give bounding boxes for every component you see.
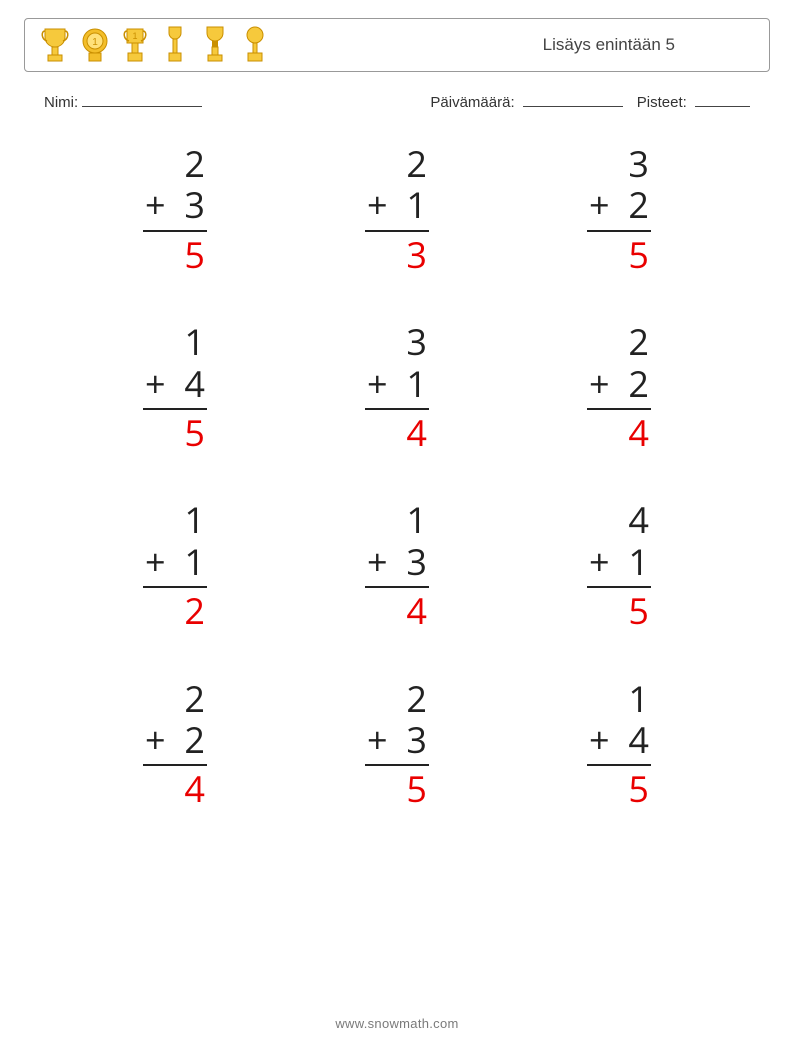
answer: 4	[365, 588, 429, 631]
answer: 4	[143, 766, 207, 809]
name-label: Nimi:	[44, 94, 78, 111]
addend-bottom: 2	[184, 719, 205, 760]
operator: +	[365, 541, 388, 582]
problem-grid: 2+352+133+251+453+142+241+121+344+152+24…	[24, 143, 770, 810]
operator: +	[587, 184, 610, 225]
addend-bottom-line: +1	[365, 184, 429, 225]
addition-problem: 1+12	[64, 499, 286, 631]
operator: +	[587, 719, 610, 760]
addend-bottom: 1	[406, 184, 427, 225]
addition-problem: 1+4 5	[64, 321, 286, 453]
svg-text:1: 1	[132, 31, 137, 41]
date-label: Päivämäärä:	[430, 94, 514, 111]
operator: +	[365, 363, 388, 404]
worksheet-page: 1 1	[0, 0, 794, 1053]
addend-top: 2	[587, 321, 651, 362]
addend-bottom: 2	[628, 363, 649, 404]
answer: 4	[587, 410, 651, 453]
addend-bottom-line: +4	[587, 719, 651, 760]
addition-problem: 2+3 5	[64, 143, 286, 275]
addition-problem: 2+3 5	[286, 678, 508, 810]
operator: +	[143, 541, 166, 582]
addend-top: 3	[365, 321, 429, 362]
answer: 5	[587, 232, 651, 275]
addend-bottom: 3	[406, 719, 427, 760]
addend-bottom-line: +1	[143, 541, 207, 582]
footer-url: www.snowmath.com	[0, 1016, 794, 1031]
addend-bottom: 3	[406, 541, 427, 582]
addend-bottom: 2	[628, 184, 649, 225]
addend-bottom-line: +3	[143, 184, 207, 225]
trophy-icon: 1	[79, 25, 111, 65]
addend-bottom-line: +4	[143, 363, 207, 404]
addend-bottom-line: +1	[365, 363, 429, 404]
operator: +	[143, 184, 166, 225]
addend-top: 2	[365, 678, 429, 719]
answer: 2	[143, 588, 207, 631]
addend-bottom: 3	[184, 184, 205, 225]
operator: +	[587, 363, 610, 404]
answer: 5	[587, 588, 651, 631]
addend-bottom: 1	[406, 363, 427, 404]
addend-bottom-line: +2	[587, 184, 651, 225]
addition-problem: 1+4 5	[508, 678, 730, 810]
trophy-icon	[239, 25, 271, 65]
answer: 3	[365, 232, 429, 275]
score-blank[interactable]	[695, 90, 750, 107]
trophy-icon	[39, 25, 71, 65]
trophy-icon	[159, 25, 191, 65]
answer: 5	[587, 766, 651, 809]
name-blank[interactable]	[82, 90, 202, 107]
trophy-icon	[199, 25, 231, 65]
header-bar: 1 1	[24, 18, 770, 72]
operator: +	[143, 363, 166, 404]
addend-top: 1	[365, 499, 429, 540]
addend-top: 4	[587, 499, 651, 540]
addition-problem: 1+3 4	[286, 499, 508, 631]
worksheet-title: Lisäys enintään 5	[543, 35, 755, 55]
addend-top: 3	[587, 143, 651, 184]
addend-bottom: 4	[184, 363, 205, 404]
score-label: Pisteet:	[637, 94, 687, 111]
addend-top: 1	[587, 678, 651, 719]
addend-bottom-line: +2	[143, 719, 207, 760]
addend-bottom-line: +2	[587, 363, 651, 404]
operator: +	[365, 184, 388, 225]
addend-bottom-line: +3	[365, 719, 429, 760]
addition-problem: 2+24	[508, 321, 730, 453]
addend-top: 2	[365, 143, 429, 184]
answer: 5	[143, 410, 207, 453]
addition-problem: 2+24	[64, 678, 286, 810]
addend-bottom-line: +3	[365, 541, 429, 582]
svg-text:1: 1	[92, 37, 98, 48]
addend-bottom: 4	[628, 719, 649, 760]
meta-line: Nimi: Päivämäärä: Pisteet:	[44, 90, 750, 111]
answer: 5	[143, 232, 207, 275]
addend-top: 1	[143, 499, 207, 540]
addition-problem: 3+1 4	[286, 321, 508, 453]
addend-top: 2	[143, 678, 207, 719]
addend-top: 1	[143, 321, 207, 362]
addition-problem: 3+2 5	[508, 143, 730, 275]
operator: +	[365, 719, 388, 760]
addend-bottom: 1	[628, 541, 649, 582]
addend-bottom: 1	[184, 541, 205, 582]
addition-problem: 2+1 3	[286, 143, 508, 275]
trophy-icon: 1	[119, 25, 151, 65]
operator: +	[587, 541, 610, 582]
addition-problem: 4+1 5	[508, 499, 730, 631]
answer: 5	[365, 766, 429, 809]
addend-bottom-line: +1	[587, 541, 651, 582]
operator: +	[143, 719, 166, 760]
trophy-row: 1 1	[39, 25, 271, 65]
addend-top: 2	[143, 143, 207, 184]
answer: 4	[365, 410, 429, 453]
date-blank[interactable]	[523, 90, 623, 107]
